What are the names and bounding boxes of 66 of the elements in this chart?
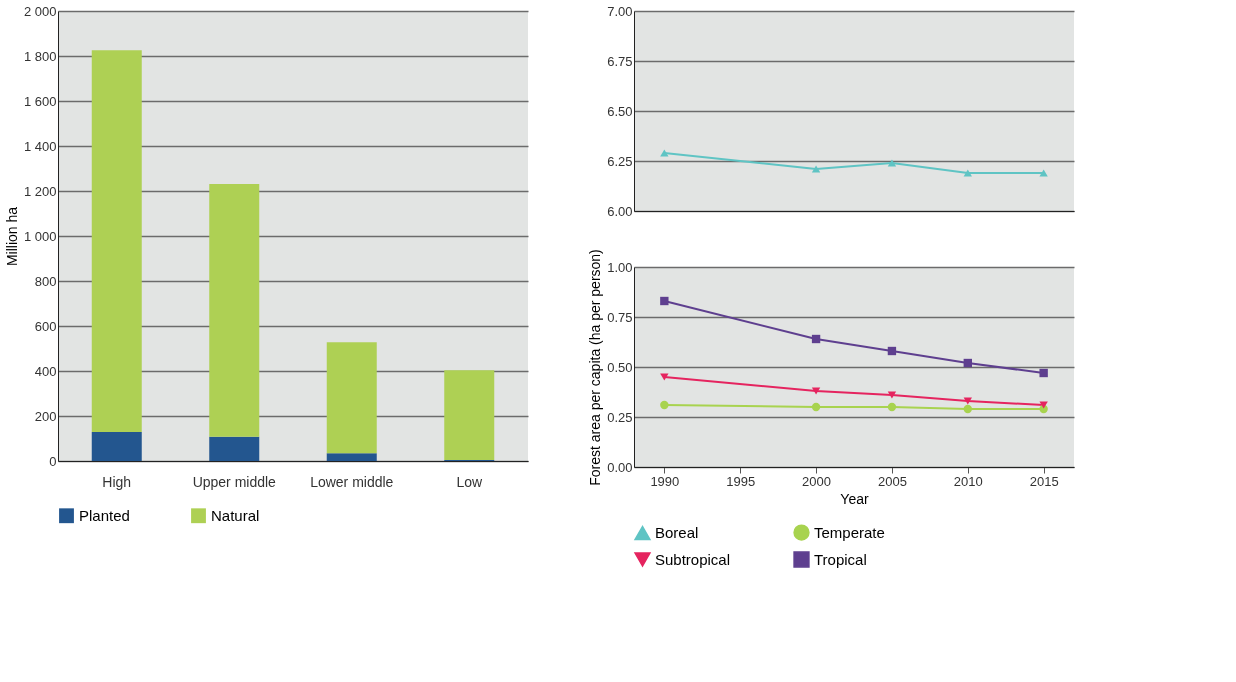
x-tick-label: Upper middle [192, 473, 277, 490]
point [660, 149, 669, 157]
point [963, 397, 972, 405]
point [887, 402, 897, 412]
y-tick-label: 200 [34, 408, 57, 424]
y-tick-label: 0.50 [607, 359, 633, 375]
x-tick-label: Lower middle [310, 473, 394, 490]
y-tick-label: 0.75 [607, 309, 633, 325]
x-tick-label: High [102, 473, 132, 490]
bar [444, 370, 495, 460]
y-tick-label: 1 800 [23, 48, 57, 64]
legend-label: Subtropical [655, 550, 731, 568]
point [811, 334, 821, 344]
x-tick-label: 2010 [953, 473, 983, 489]
y-tick-label: 1.00 [607, 259, 633, 275]
y-tick-label: 1 200 [23, 183, 57, 199]
point [1039, 401, 1048, 409]
bar [91, 50, 142, 432]
point [887, 159, 897, 167]
point [887, 391, 897, 399]
point [887, 346, 897, 356]
x-tick-label: Low [456, 473, 483, 490]
y-tick-label: 6.50 [607, 103, 633, 119]
point [963, 404, 972, 414]
legend-label: Boreal [655, 524, 699, 542]
y-tick-label: 2 000 [23, 3, 57, 19]
legend-label: Tropical [814, 550, 867, 568]
y-axis-title: Forest area per capita (ha per person) [587, 249, 604, 486]
point [963, 169, 972, 177]
point [963, 358, 972, 368]
x-tick-label: 2005 [877, 473, 907, 489]
y-tick-label: 1 600 [23, 93, 57, 109]
bar [209, 184, 260, 437]
point [660, 296, 669, 306]
point [660, 373, 669, 381]
x-tick-label: 2000 [802, 473, 832, 489]
point [811, 165, 821, 173]
point [660, 400, 669, 410]
bar [209, 436, 260, 461]
y-tick-label: 1 000 [23, 228, 57, 244]
y-tick-label: 600 [34, 318, 57, 334]
y-tick-label: 0.00 [607, 459, 633, 475]
bar [91, 431, 142, 461]
y-tick-label: 400 [34, 363, 57, 379]
y-tick-label: 6.75 [607, 53, 633, 69]
legend-label: Planted [79, 506, 130, 524]
point [1039, 169, 1048, 177]
point [1039, 368, 1048, 378]
bar [326, 342, 377, 454]
bar [326, 453, 377, 461]
legend-label: Natural [211, 506, 260, 524]
y-tick-label: 6.25 [607, 153, 633, 169]
legend-label: Temperate [814, 523, 885, 541]
y-tick-label: 7.00 [607, 3, 633, 19]
x-tick-label: 1995 [726, 473, 756, 489]
x-axis-title: Year [840, 490, 869, 507]
point [811, 402, 821, 412]
y-tick-label: 6.00 [607, 203, 633, 219]
x-tick-label: 1990 [650, 473, 680, 489]
y-tick-label: 800 [34, 273, 57, 289]
y-tick-label: 0.25 [607, 409, 633, 425]
y-axis-title: Million ha [3, 206, 20, 267]
y-tick-label: 1 400 [23, 138, 57, 154]
y-tick-label: 0 [49, 453, 57, 469]
x-tick-label: 2015 [1029, 473, 1059, 489]
point [811, 387, 821, 395]
